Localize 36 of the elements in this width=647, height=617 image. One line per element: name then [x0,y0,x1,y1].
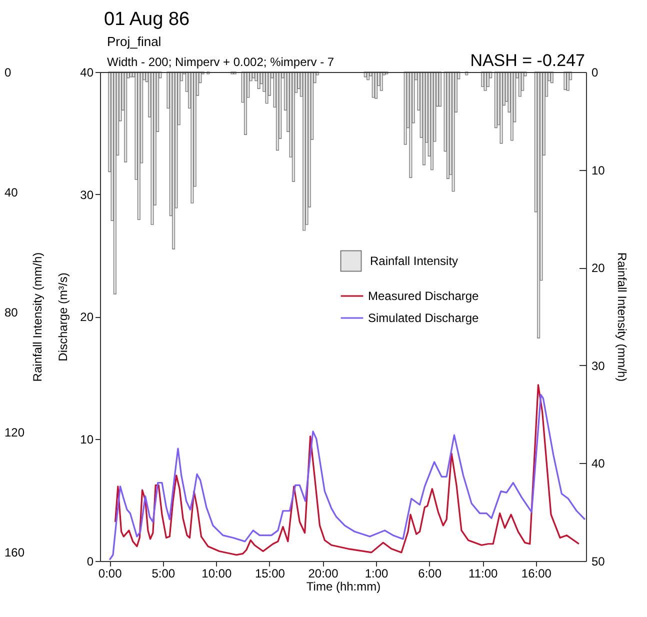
x-tick-label: 16:00 [521,566,552,580]
text: NASH = -0.247 [470,51,585,71]
x-tick-label: 10:00 [202,566,232,580]
y-axis-title: Discharge (m³/s) [56,272,70,362]
y2-tick-label: 20 [592,261,606,276]
y3-tick-label: 160 [4,546,25,560]
x-tick-label: 20:00 [308,566,339,580]
y2-tick-label: 0 [592,66,598,80]
y3-tick-label: 40 [4,186,18,200]
x-tick-label: 0:00 [98,566,122,580]
y-tick-label: 0 [86,554,94,568]
y3-tick-label: 120 [4,426,25,440]
y2-tick-label: 30 [592,358,606,373]
legend-label: Simulated Discharge [368,311,480,325]
x-tick-label: 1:00 [364,566,389,580]
chart-title: 01 Aug 86 [104,9,190,31]
x-axis-title: Time (hh:mm) [306,580,381,594]
y2-tick-label: 40 [592,456,606,471]
y-tick-label: 10 [80,432,94,446]
x-tick-label: 6:00 [418,566,442,580]
y2-tick-label: 10 [592,163,606,178]
x-tick-label: 5:00 [152,566,176,580]
y-tick-label: 30 [80,188,94,202]
y-tick-label: 40 [80,66,94,80]
legend-label: Rainfall Intensity [370,254,458,268]
y3-tick-label: 80 [4,306,18,320]
text: Width - 200; Nimperv + 0.002; %imperv - 7 [107,55,334,69]
x-tick-label: 15:00 [254,566,286,580]
x-tick-label: 11:00 [468,566,498,580]
chart-subtitle: Proj_final [107,34,162,49]
y3-tick-label: 0 [4,66,12,80]
y2-tick-label: 50 [592,554,606,568]
y-tick-label: 20 [80,310,94,324]
legend-label: Measured Discharge [368,289,480,303]
y3-axis-title: Rainfall Intensity (mm/h) [30,252,44,382]
y2-axis-title: Rainfall Intensity (mm/h) [614,252,629,382]
